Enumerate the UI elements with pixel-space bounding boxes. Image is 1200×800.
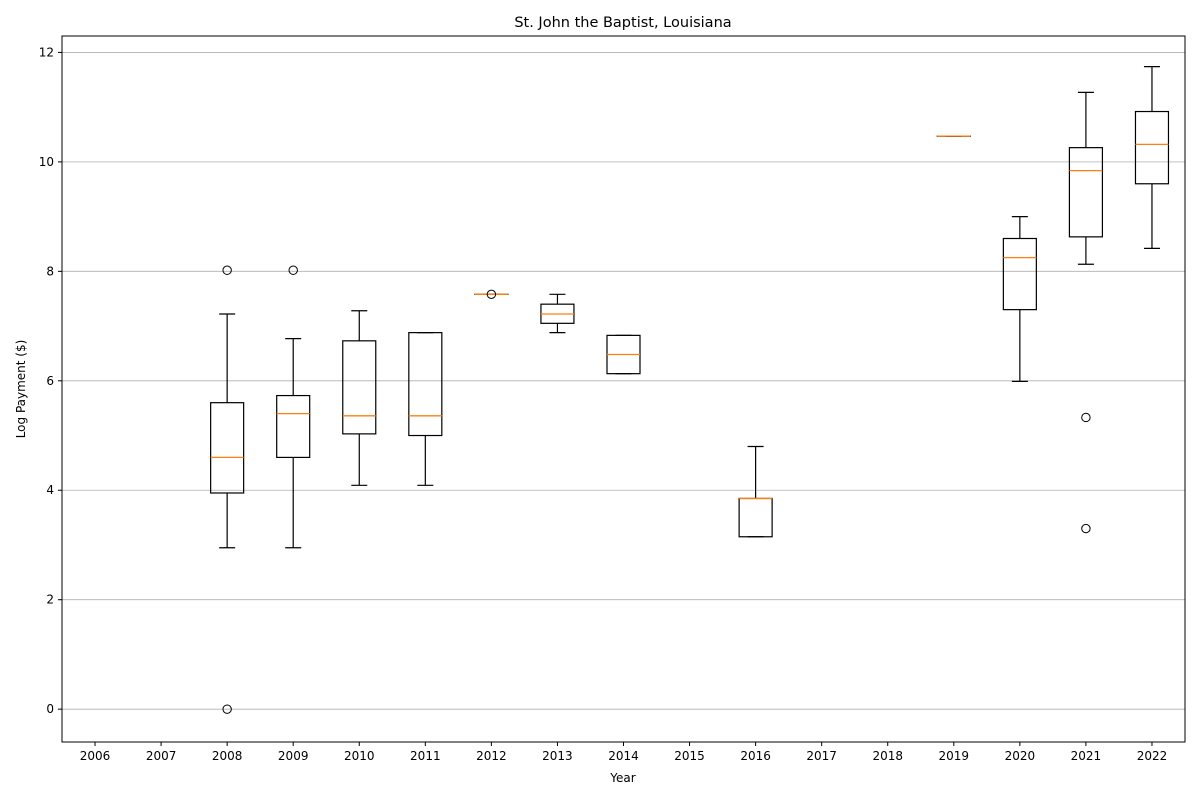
box-2021	[1068, 91, 1104, 534]
iqr-box	[408, 332, 443, 437]
iqr-box	[276, 394, 311, 459]
y-tick-label: 6	[46, 374, 54, 388]
iqr-box	[738, 497, 773, 538]
box-2012	[474, 289, 509, 300]
iqr-box	[210, 402, 245, 494]
box-2008	[210, 265, 245, 714]
y-tick-label: 0	[46, 702, 54, 716]
box-2011	[408, 332, 443, 486]
x-tick-label: 2020	[1005, 749, 1036, 763]
outlier-point	[222, 704, 232, 714]
chart-title: St. John the Baptist, Louisiana	[514, 15, 731, 31]
box-2009	[276, 265, 311, 549]
y-tick-label: 12	[39, 45, 54, 59]
x-tick-label: 2018	[872, 749, 903, 763]
y-axis-ticks: 0 2 4 6 8 10 12	[39, 45, 62, 716]
outlier-point	[288, 265, 298, 275]
x-tick-label: 2017	[806, 749, 837, 763]
box-2010	[342, 310, 377, 486]
iqr-box	[1134, 110, 1170, 185]
box-2014	[606, 334, 641, 375]
iqr-box	[1002, 237, 1037, 311]
box-2020	[1002, 216, 1037, 382]
outlier-point	[1081, 412, 1091, 423]
x-tick-label: 2006	[80, 749, 111, 763]
x-axis-ticks: 2006 2007 2008 2009 2010 2011 2012 2013 2014 2015…	[80, 742, 1167, 763]
x-tick-label: 2007	[146, 749, 177, 763]
iqr-box	[1068, 147, 1104, 238]
y-axis-label: Log Payment ($)	[14, 340, 28, 439]
x-tick-label: 2015	[674, 749, 705, 763]
x-axis-label: Year	[609, 771, 635, 785]
x-tick-label: 2012	[476, 749, 507, 763]
grid-layer	[62, 52, 1185, 710]
x-tick-label: 2011	[410, 749, 441, 763]
x-tick-label: 2019	[939, 749, 970, 763]
x-tick-label: 2014	[608, 749, 639, 763]
iqr-box	[342, 340, 377, 435]
y-tick-label: 10	[39, 155, 54, 169]
x-tick-label: 2010	[344, 749, 375, 763]
box-layer	[210, 66, 1170, 714]
plot-frame	[61, 35, 1186, 743]
x-tick-label: 2009	[278, 749, 309, 763]
y-tick-label: 8	[46, 264, 54, 278]
x-tick-label: 2022	[1137, 749, 1168, 763]
outlier-point	[1081, 523, 1091, 534]
outlier-point	[222, 265, 232, 275]
box-2016	[738, 445, 773, 538]
outlier-point	[486, 289, 497, 300]
x-tick-label: 2013	[542, 749, 573, 763]
y-tick-label: 2	[46, 593, 54, 607]
box-2013	[540, 293, 575, 334]
x-tick-label: 2016	[740, 749, 771, 763]
x-tick-label: 2021	[1071, 749, 1102, 763]
box-2022	[1134, 66, 1170, 249]
x-tick-label: 2008	[212, 749, 243, 763]
y-tick-label: 4	[46, 483, 54, 497]
